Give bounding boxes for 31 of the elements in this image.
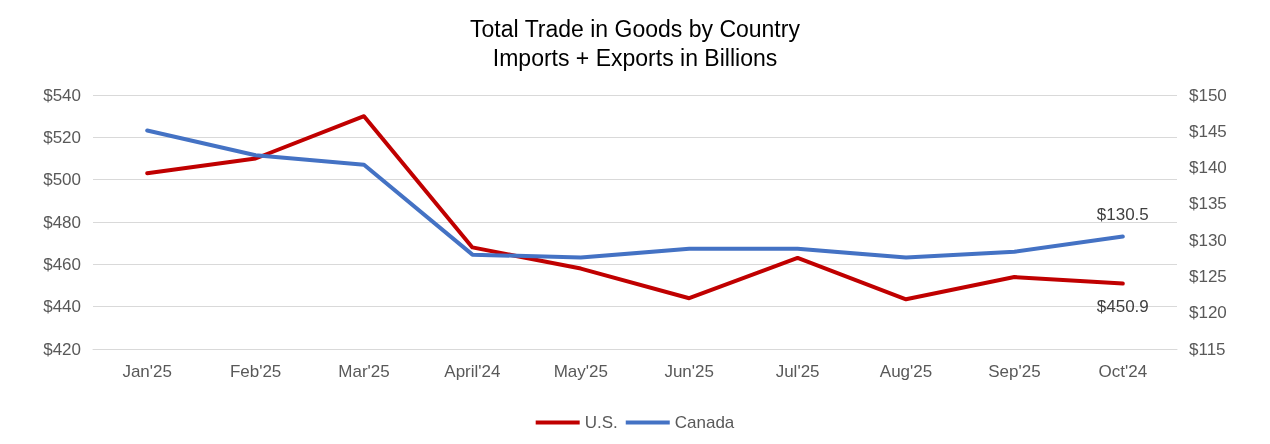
y2-tick-label: $140 xyxy=(1189,158,1227,178)
chart-title: Total Trade in Goods by Country xyxy=(470,15,801,42)
x-tick-label: April'24 xyxy=(444,362,501,381)
y2-tick-label: $115 xyxy=(1189,339,1226,359)
x-tick-label: Mar'25 xyxy=(338,362,390,381)
y2-tick-label: $145 xyxy=(1189,121,1227,141)
y2-tick-label: $130 xyxy=(1189,230,1227,250)
y-tick-label: $440 xyxy=(43,297,81,317)
x-tick-label: Oct'24 xyxy=(1098,362,1148,381)
y2-tick-label: $150 xyxy=(1189,85,1227,105)
x-tick-label: Jan'25 xyxy=(122,362,172,381)
y-tick-label: $480 xyxy=(43,212,81,232)
y-tick-label: $520 xyxy=(43,127,81,147)
y2-tick-label: $120 xyxy=(1189,303,1227,323)
chart-subtitle: Imports + Exports in Billions xyxy=(492,44,778,71)
x-tick-label: Sep'25 xyxy=(988,362,1041,381)
x-tick-label: Jul'25 xyxy=(775,362,820,381)
x-tick-label: May'25 xyxy=(553,362,608,381)
legend-label: Canada xyxy=(674,413,735,432)
y2-tick-label: $135 xyxy=(1189,194,1227,214)
x-tick-label: Feb'25 xyxy=(229,362,282,381)
y-tick-label: $420 xyxy=(43,339,81,359)
y-tick-label: $500 xyxy=(43,170,81,190)
y-tick-label: $460 xyxy=(43,254,81,274)
legend-label: U.S. xyxy=(584,413,618,432)
data-label: $130.5 xyxy=(1096,204,1149,224)
x-tick-label: Jun'25 xyxy=(664,362,714,381)
y2-tick-label: $125 xyxy=(1189,266,1227,286)
data-label: $450.9 xyxy=(1096,296,1149,316)
y-tick-label: $540 xyxy=(43,85,81,105)
x-tick-label: Aug'25 xyxy=(879,362,933,381)
